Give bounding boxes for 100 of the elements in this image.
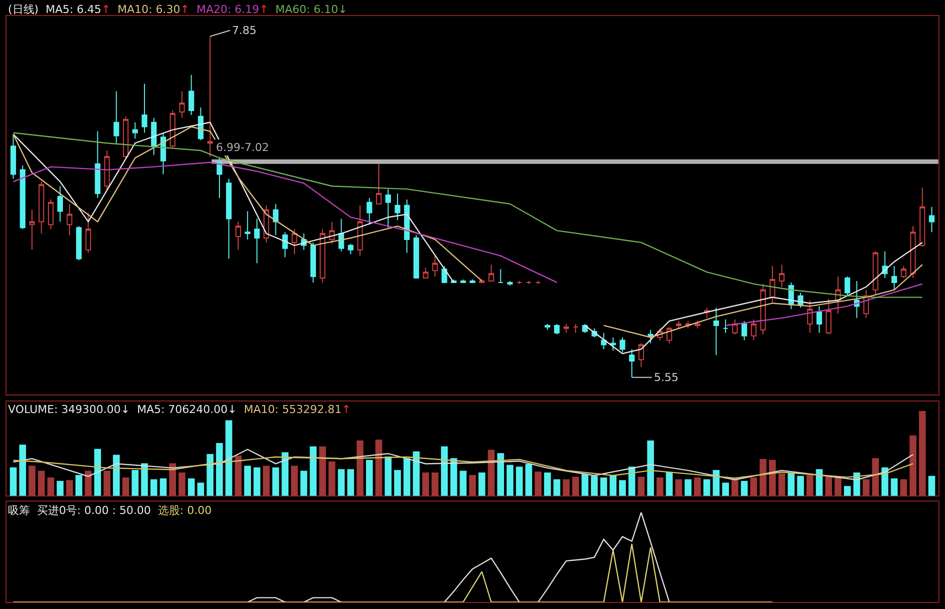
candlestick	[235, 221, 241, 250]
text: MA60: 6.10↓	[275, 3, 348, 16]
candlestick	[66, 203, 72, 236]
bar	[525, 464, 532, 496]
bar	[778, 473, 786, 496]
bar	[28, 466, 36, 496]
bar	[619, 480, 626, 496]
candlestick	[470, 279, 476, 283]
candlestick	[554, 323, 560, 335]
bar	[890, 478, 898, 496]
bar	[881, 467, 888, 496]
bar	[104, 470, 110, 496]
bar	[516, 466, 523, 496]
candlestick	[272, 203, 278, 236]
candlestick	[404, 198, 410, 254]
candlestick	[188, 74, 194, 116]
candlestick	[629, 348, 635, 378]
candlestick	[610, 336, 616, 352]
bar	[862, 479, 870, 496]
bar	[375, 440, 382, 496]
bar	[740, 480, 748, 496]
bar	[19, 444, 26, 496]
candlestick	[20, 164, 26, 230]
bar	[282, 452, 288, 496]
candlestick	[292, 228, 298, 255]
annotation: 买进0号: 0.00 : 50.00	[37, 504, 151, 517]
bar	[66, 480, 73, 496]
bar	[590, 476, 598, 496]
bar	[440, 446, 448, 496]
bar	[694, 478, 701, 496]
bar	[469, 475, 476, 496]
bar	[684, 479, 692, 496]
bar	[788, 472, 795, 496]
candlestick	[844, 276, 850, 296]
bar	[384, 456, 392, 496]
candlestick	[722, 319, 728, 334]
candlestick	[179, 90, 185, 118]
annotation: MA10: 553292.81↑	[244, 403, 351, 416]
candlestick	[310, 242, 316, 283]
bar	[412, 451, 420, 496]
bar	[797, 476, 804, 496]
candlestick	[76, 226, 82, 261]
bar	[544, 472, 551, 496]
bar	[291, 466, 298, 496]
candlestick	[10, 134, 16, 180]
bar	[132, 470, 139, 496]
candlestick	[732, 319, 738, 335]
candlestick	[741, 320, 748, 341]
bar	[75, 475, 82, 496]
bar	[319, 446, 326, 496]
bar	[918, 410, 926, 496]
bar	[356, 440, 364, 496]
band-label: 6.99-7.02	[216, 141, 269, 154]
candlestick	[29, 209, 35, 250]
candlestick	[226, 178, 232, 260]
bar	[338, 469, 345, 496]
bar	[272, 467, 280, 496]
candlestick	[170, 110, 176, 148]
candlestick	[338, 218, 344, 252]
candlestick	[376, 163, 382, 204]
candlestick	[770, 266, 776, 304]
bar	[225, 420, 232, 496]
bar	[254, 467, 260, 496]
candlestick	[488, 264, 494, 282]
bar	[656, 478, 664, 496]
annotation: MA5: 706240.00↓	[136, 403, 237, 416]
candlestick	[198, 107, 204, 141]
bar	[160, 478, 167, 496]
text: MA5: 6.45↑	[46, 3, 111, 16]
bar	[610, 475, 616, 496]
bar	[732, 478, 738, 496]
bar	[10, 467, 17, 496]
bar	[497, 453, 504, 496]
bar	[122, 478, 130, 496]
bar	[150, 479, 158, 496]
candlestick	[366, 197, 372, 226]
candlestick	[38, 181, 44, 234]
annotation: VOLUME: 349300.00↓	[8, 403, 130, 416]
bar	[262, 466, 270, 496]
candlestick	[244, 210, 250, 240]
candlestick	[854, 280, 860, 319]
candlestick	[516, 280, 522, 284]
bar	[553, 479, 560, 496]
bar	[234, 456, 242, 496]
bar	[534, 472, 542, 496]
candlestick	[713, 307, 719, 356]
candlestick	[385, 188, 391, 228]
candlestick	[816, 306, 822, 334]
candlestick	[85, 212, 92, 254]
candlestick	[104, 150, 110, 192]
candlestick	[582, 323, 588, 334]
candlestick	[357, 204, 363, 256]
candlestick	[807, 300, 813, 334]
candlestick	[544, 323, 550, 330]
text: (日线)	[8, 3, 39, 16]
bar	[94, 448, 102, 496]
candlestick	[57, 186, 63, 222]
candlestick	[94, 130, 100, 198]
bar	[816, 469, 823, 496]
candlestick	[216, 157, 222, 198]
